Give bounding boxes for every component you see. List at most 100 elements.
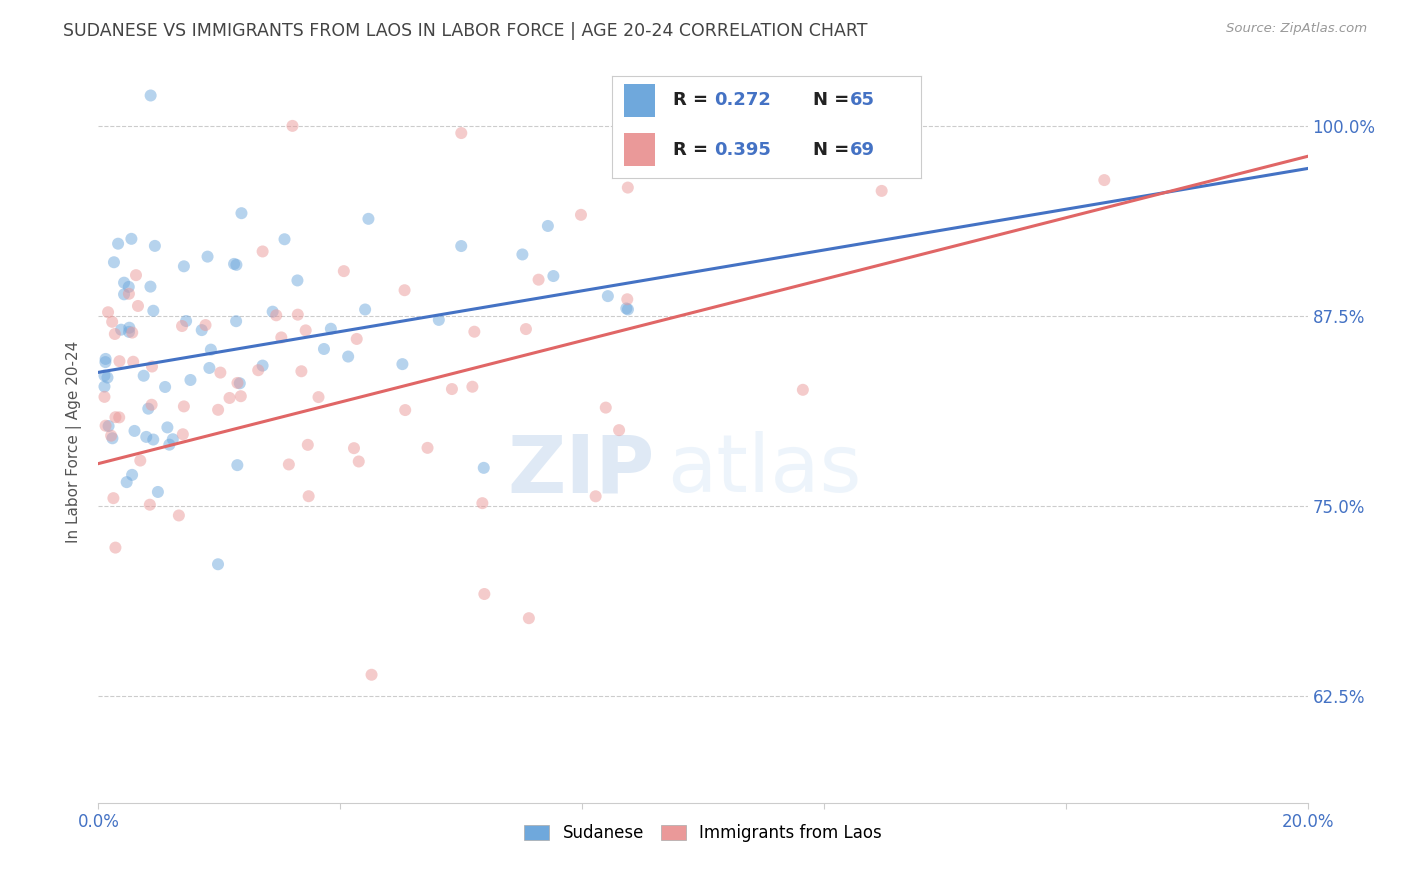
Point bbox=[391, 357, 413, 371]
Point bbox=[515, 322, 537, 336]
Point bbox=[104, 326, 127, 341]
Point bbox=[136, 401, 159, 416]
Point bbox=[93, 390, 115, 404]
Point bbox=[100, 428, 122, 442]
Point bbox=[197, 250, 219, 264]
Point bbox=[297, 438, 319, 452]
Point bbox=[471, 496, 494, 510]
Text: 0.395: 0.395 bbox=[714, 141, 770, 159]
Point bbox=[870, 184, 893, 198]
Point bbox=[595, 401, 617, 415]
Point bbox=[273, 232, 295, 246]
Point bbox=[143, 239, 166, 253]
Point bbox=[614, 301, 637, 316]
Point bbox=[118, 280, 141, 294]
Point bbox=[97, 419, 120, 434]
Point bbox=[141, 398, 163, 412]
Point bbox=[103, 255, 125, 269]
Point bbox=[333, 264, 356, 278]
Point bbox=[231, 206, 253, 220]
Point bbox=[146, 485, 169, 500]
Point bbox=[281, 119, 304, 133]
Text: N =: N = bbox=[813, 141, 855, 159]
Point bbox=[440, 382, 463, 396]
Point bbox=[108, 354, 131, 368]
Point bbox=[287, 308, 309, 322]
Point bbox=[112, 276, 135, 290]
Point bbox=[226, 376, 249, 390]
Point bbox=[319, 322, 342, 336]
Point bbox=[264, 308, 287, 322]
Point bbox=[122, 355, 145, 369]
Point bbox=[617, 180, 640, 194]
Point bbox=[607, 423, 630, 437]
Text: 65: 65 bbox=[849, 92, 875, 110]
Point bbox=[537, 219, 560, 233]
Point bbox=[200, 343, 222, 357]
Point bbox=[225, 258, 247, 272]
Point bbox=[357, 211, 380, 226]
Point bbox=[104, 541, 127, 555]
Point bbox=[132, 368, 155, 383]
Point bbox=[346, 332, 368, 346]
Point bbox=[252, 359, 274, 373]
Point bbox=[569, 208, 592, 222]
Point bbox=[512, 247, 534, 261]
Point bbox=[585, 489, 607, 503]
Point bbox=[347, 454, 370, 468]
Text: 0.272: 0.272 bbox=[714, 92, 770, 110]
Point bbox=[108, 410, 131, 425]
Point bbox=[198, 361, 221, 376]
Point bbox=[596, 289, 619, 303]
Point bbox=[394, 283, 416, 297]
Point bbox=[170, 318, 193, 333]
Point bbox=[96, 370, 118, 384]
Point bbox=[287, 273, 309, 287]
Point bbox=[173, 400, 195, 414]
Point bbox=[129, 453, 152, 467]
Point bbox=[139, 498, 162, 512]
Point bbox=[294, 323, 316, 337]
Point bbox=[1092, 173, 1115, 187]
Y-axis label: In Labor Force | Age 20-24: In Labor Force | Age 20-24 bbox=[66, 341, 83, 542]
Text: ZIP: ZIP bbox=[508, 432, 655, 509]
Point bbox=[153, 380, 176, 394]
Point bbox=[463, 325, 485, 339]
Point bbox=[93, 368, 115, 383]
Point bbox=[247, 363, 270, 377]
Point bbox=[543, 268, 565, 283]
Point bbox=[94, 351, 117, 366]
Point bbox=[118, 286, 141, 301]
Point bbox=[270, 330, 292, 344]
Point bbox=[127, 299, 149, 313]
Point bbox=[343, 441, 366, 455]
Point bbox=[125, 268, 148, 282]
Point bbox=[120, 232, 142, 246]
Point bbox=[103, 491, 125, 505]
Text: R =: R = bbox=[673, 141, 714, 159]
Point bbox=[472, 460, 495, 475]
Point bbox=[262, 304, 284, 318]
Point bbox=[172, 427, 194, 442]
Point bbox=[115, 475, 138, 490]
Point bbox=[308, 390, 330, 404]
Point bbox=[124, 424, 146, 438]
Point bbox=[229, 389, 252, 403]
Point bbox=[94, 355, 117, 369]
Point bbox=[834, 147, 856, 161]
Point bbox=[209, 366, 232, 380]
Point bbox=[617, 302, 640, 317]
Point bbox=[194, 318, 217, 332]
Point bbox=[277, 458, 299, 472]
Point bbox=[312, 342, 335, 356]
Point bbox=[121, 467, 143, 482]
Legend: Sudanese, Immigrants from Laos: Sudanese, Immigrants from Laos bbox=[517, 817, 889, 848]
Text: R =: R = bbox=[673, 92, 714, 110]
Point bbox=[93, 379, 115, 393]
Text: Source: ZipAtlas.com: Source: ZipAtlas.com bbox=[1226, 22, 1367, 36]
Point bbox=[616, 292, 638, 306]
Point bbox=[252, 244, 274, 259]
Point bbox=[107, 236, 129, 251]
Point bbox=[218, 391, 240, 405]
Point bbox=[135, 430, 157, 444]
